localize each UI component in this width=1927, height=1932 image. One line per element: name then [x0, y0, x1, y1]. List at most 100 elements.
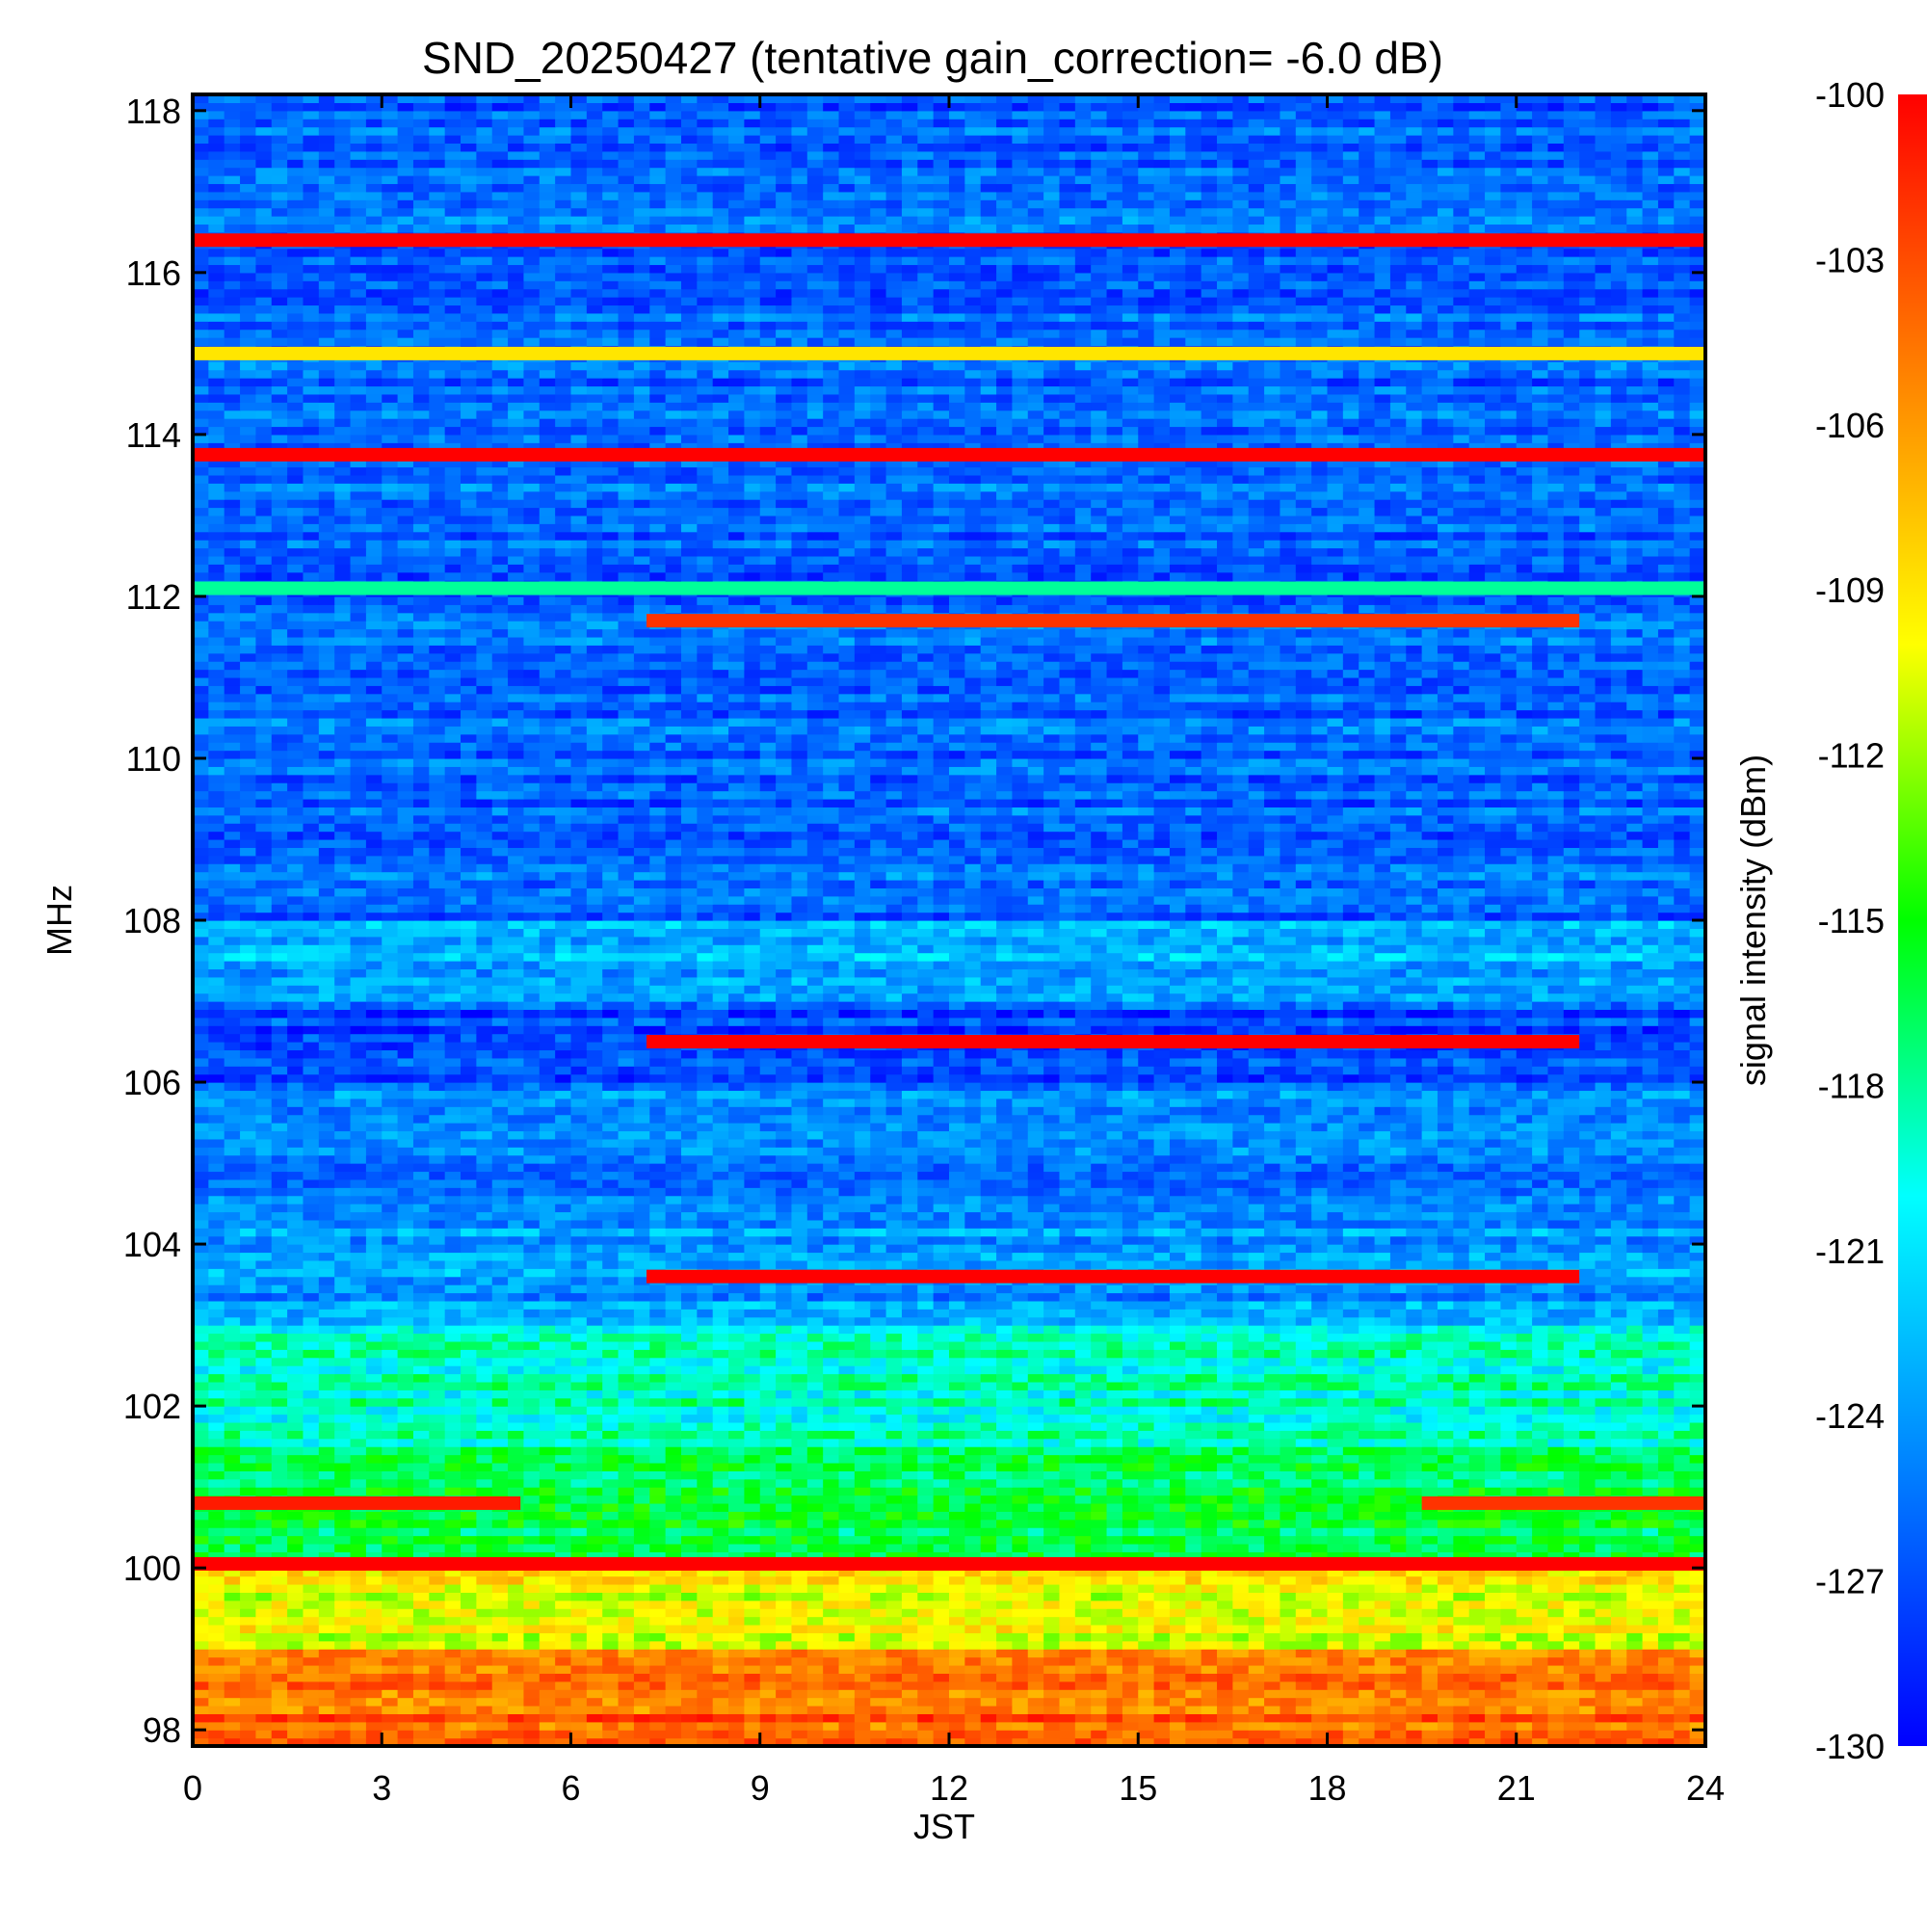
heatmap-cell	[1185, 1511, 1201, 1520]
heatmap-cell	[224, 1527, 241, 1536]
heatmap-cell	[1043, 1520, 1060, 1528]
heatmap-cell	[996, 1681, 1013, 1690]
heatmap-cell	[760, 1592, 777, 1601]
heatmap-cell	[523, 1495, 540, 1504]
heatmap-cell	[1611, 1334, 1627, 1342]
heatmap-cell	[429, 1398, 445, 1407]
heatmap-cell	[1091, 1649, 1107, 1657]
heatmap-cell	[886, 1334, 903, 1342]
heatmap-cell	[1390, 1722, 1407, 1731]
heatmap-cell	[619, 1698, 635, 1707]
heatmap-cell	[445, 1349, 462, 1358]
heatmap-cell	[1532, 1487, 1548, 1495]
heatmap-cell	[666, 1422, 682, 1431]
heatmap-cell	[193, 1358, 209, 1366]
heatmap-cell	[1107, 1503, 1123, 1512]
heatmap-cell	[713, 1722, 729, 1731]
heatmap-cell	[1107, 1625, 1123, 1633]
heatmap-cell	[1075, 1325, 1092, 1334]
heatmap-cell	[587, 1365, 603, 1374]
heatmap-cell	[587, 1689, 603, 1698]
heatmap-cell	[744, 1389, 760, 1398]
heatmap-cell	[964, 1713, 981, 1722]
heatmap-cell	[1154, 1625, 1171, 1633]
heatmap-cell	[1500, 1398, 1517, 1407]
heatmap-cell	[508, 1446, 524, 1455]
heatmap-cell	[1328, 1495, 1344, 1504]
heatmap-cell	[902, 1520, 918, 1528]
heatmap-cell	[964, 1503, 981, 1512]
heatmap-cell	[413, 1358, 430, 1366]
heatmap-cell	[1170, 1455, 1186, 1464]
heatmap-cell	[272, 1673, 288, 1681]
heatmap-cell	[508, 1455, 524, 1464]
heatmap-cell	[1122, 1730, 1139, 1738]
heatmap-cell	[334, 1365, 351, 1374]
heatmap-cell	[1359, 1713, 1375, 1722]
heatmap-cell	[1469, 1406, 1486, 1415]
heatmap-cell	[697, 1617, 713, 1626]
heatmap-cell	[1043, 1341, 1060, 1350]
heatmap-cell	[1217, 1439, 1233, 1447]
heatmap-cell	[366, 1470, 383, 1479]
heatmap-cell	[382, 1601, 398, 1609]
heatmap-cell	[1264, 1730, 1280, 1738]
heatmap-cell	[886, 1511, 903, 1520]
heatmap-cell	[666, 1673, 682, 1681]
heatmap-cell	[523, 1713, 540, 1722]
heatmap-cell	[1547, 1681, 1564, 1690]
heatmap-cell	[540, 1422, 556, 1431]
heatmap-cell	[934, 1389, 950, 1398]
heatmap-cell	[981, 1382, 997, 1390]
heatmap-cell	[303, 1398, 319, 1407]
heatmap-cell	[996, 1601, 1013, 1609]
heatmap-cell	[1643, 1463, 1659, 1471]
heatmap-cell	[1138, 1349, 1154, 1358]
heatmap-cell	[855, 1365, 871, 1374]
heatmap-cell	[1138, 1389, 1154, 1398]
heatmap-cell	[1500, 1632, 1517, 1641]
heatmap-cell	[1170, 1617, 1186, 1626]
heatmap-cell	[1469, 1455, 1486, 1464]
heatmap-cell	[272, 1374, 288, 1383]
heatmap-cell	[382, 1584, 398, 1593]
heatmap-cell	[540, 1495, 556, 1504]
heatmap-cell	[287, 1641, 304, 1650]
heatmap-cell	[1453, 1389, 1469, 1398]
heatmap-cell	[1422, 1479, 1439, 1488]
heatmap-cell	[1517, 1349, 1533, 1358]
heatmap-cell	[1579, 1365, 1596, 1374]
heatmap-cell	[540, 1608, 556, 1617]
heatmap-cell	[1406, 1625, 1422, 1633]
heatmap-cell	[1122, 1544, 1139, 1552]
heatmap-cell	[366, 1325, 383, 1334]
heatmap-cell	[382, 1430, 398, 1439]
heatmap-cell	[760, 1722, 777, 1731]
heatmap-cell	[1012, 1601, 1028, 1609]
heatmap-cell	[823, 1389, 839, 1398]
heatmap-cell	[208, 1511, 224, 1520]
heatmap-cell	[949, 1341, 965, 1350]
heatmap-cell	[492, 1713, 509, 1722]
heatmap-cell	[902, 1536, 918, 1545]
heatmap-cell	[666, 1576, 682, 1585]
heatmap-cell	[1122, 1576, 1139, 1585]
heatmap-cell	[917, 1503, 934, 1512]
heatmap-cell	[1328, 1439, 1344, 1447]
heatmap-cell	[334, 1520, 351, 1528]
heatmap-cell	[508, 1511, 524, 1520]
heatmap-cell	[461, 1681, 477, 1690]
heatmap-cell	[728, 1601, 745, 1609]
heatmap-cell	[1547, 1584, 1564, 1593]
heatmap-cell	[1043, 1415, 1060, 1423]
heatmap-cell	[996, 1439, 1013, 1447]
heatmap-cell	[697, 1439, 713, 1447]
heatmap-cell	[240, 1722, 256, 1731]
heatmap-cell	[791, 1681, 807, 1690]
heatmap-cell	[461, 1382, 477, 1390]
heatmap-cell	[1532, 1584, 1548, 1593]
heatmap-cell	[1185, 1341, 1201, 1350]
heatmap-cell	[1280, 1584, 1296, 1593]
heatmap-cell	[1643, 1422, 1659, 1431]
heatmap-cell	[1138, 1439, 1154, 1447]
